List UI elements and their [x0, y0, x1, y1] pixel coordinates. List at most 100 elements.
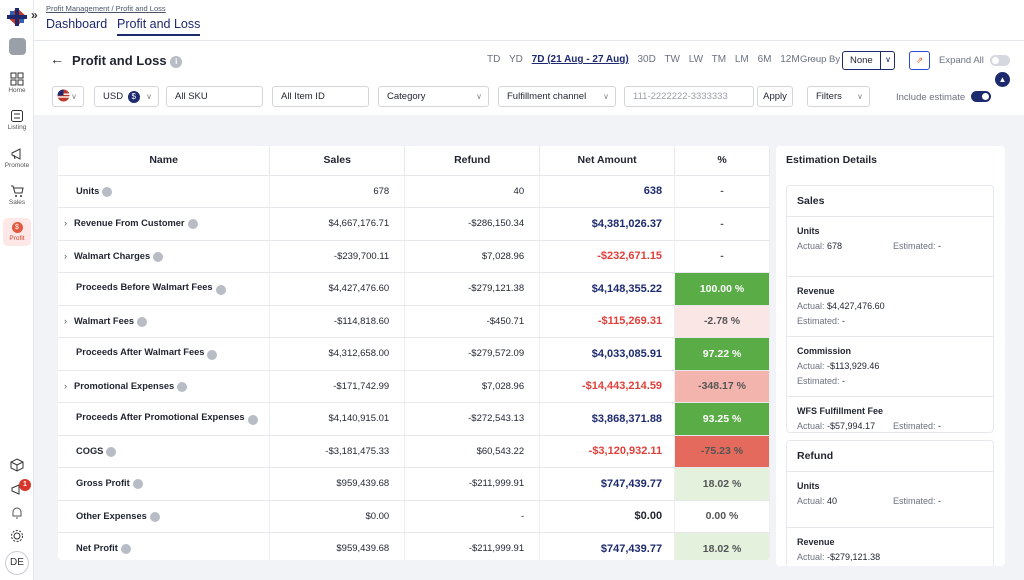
- row-name-text: COGS: [76, 445, 104, 456]
- table-row[interactable]: › Promotional Expenses -$171,742.99 $7,02…: [58, 370, 770, 403]
- top-header: Profit Management / Profit and Loss Dash…: [34, 0, 1024, 41]
- period-tw[interactable]: TW: [664, 54, 680, 65]
- app-logo-icon[interactable]: [6, 7, 28, 27]
- period-more[interactable]: ···: [808, 54, 819, 65]
- category-label: Category: [387, 91, 426, 102]
- user-avatar[interactable]: DE: [5, 551, 29, 575]
- info-icon[interactable]: [106, 446, 117, 457]
- announcement-icon[interactable]: [10, 483, 24, 497]
- cell-net: $747,439.77: [539, 532, 676, 560]
- period-30d[interactable]: 30D: [637, 54, 656, 65]
- table-row: Proceeds Before Walmart Fees $4,427,476.…: [58, 272, 770, 306]
- chevron-right-icon[interactable]: ›: [64, 315, 68, 326]
- info-icon[interactable]: [177, 381, 188, 392]
- rail-item-promote[interactable]: Promote: [0, 147, 34, 169]
- filters-label: Filters: [816, 91, 842, 102]
- include-estimate-toggle[interactable]: [971, 91, 991, 102]
- cell-pct: 93.25 %: [674, 402, 770, 436]
- cell-pct: 97.22 %: [674, 337, 770, 371]
- info-icon[interactable]: [102, 186, 113, 197]
- collapse-up-icon[interactable]: ▲: [995, 72, 1010, 87]
- gear-icon[interactable]: [10, 529, 24, 543]
- cell-sales: $4,427,476.60: [269, 272, 406, 306]
- estimation-panel: Estimation Details Sales Units Actual: 6…: [776, 146, 1005, 566]
- col-header-sales[interactable]: Sales: [269, 146, 406, 176]
- actual-value: -$57,994.17: [827, 421, 876, 431]
- info-icon[interactable]: [247, 415, 258, 426]
- row-name-text: Net Profit: [76, 543, 118, 554]
- info-icon[interactable]: [207, 350, 218, 361]
- rail-item-home[interactable]: Home: [0, 72, 34, 94]
- info-icon[interactable]: [153, 251, 164, 262]
- period-lm[interactable]: LM: [734, 54, 749, 65]
- info-icon[interactable]: [215, 285, 226, 296]
- info-icon[interactable]: [149, 511, 160, 522]
- chevron-down-icon: ∨: [146, 92, 152, 101]
- tab-dashboard[interactable]: Dashboard: [46, 17, 108, 31]
- info-icon[interactable]: [120, 544, 131, 555]
- rail-item-listing[interactable]: Listing: [0, 109, 34, 131]
- period-yd[interactable]: YD: [508, 54, 523, 65]
- estimation-values: Actual: -$57,994.17 Estimated: -: [797, 421, 983, 431]
- info-icon[interactable]: i: [170, 55, 183, 68]
- chevron-right-icon[interactable]: ›: [64, 218, 68, 229]
- info-icon[interactable]: [132, 479, 143, 490]
- chevron-down-icon[interactable]: ∨: [880, 51, 895, 70]
- info-icon[interactable]: [137, 316, 148, 327]
- col-header-net-amount[interactable]: Net Amount: [539, 146, 676, 176]
- rail-item-profit[interactable]: $ Profit: [3, 218, 31, 246]
- bell-icon[interactable]: [10, 506, 24, 520]
- rail-item-sales[interactable]: Sales: [0, 184, 34, 206]
- actual-label: Actual:: [797, 301, 825, 311]
- expand-sidebar-icon[interactable]: »: [31, 8, 38, 22]
- currency-select[interactable]: USD $ ∨: [94, 86, 159, 107]
- row-name: › Walmart Fees: [58, 305, 271, 338]
- account-avatar[interactable]: [9, 38, 26, 55]
- chevron-right-icon[interactable]: ›: [64, 250, 68, 261]
- cell-pct: -: [674, 207, 770, 241]
- group-by-select[interactable]: None: [842, 51, 895, 70]
- external-link-icon[interactable]: ⇗: [909, 51, 930, 70]
- row-name: Proceeds After Walmart Fees: [58, 337, 271, 371]
- actual-label: Actual:: [797, 421, 825, 431]
- period-6m[interactable]: 6M: [757, 54, 772, 65]
- order-search-input[interactable]: 111-2222222-3333333: [624, 86, 754, 107]
- col-header-name[interactable]: Name: [58, 146, 271, 176]
- estimated-label: Estimated:: [893, 421, 936, 431]
- estimation-item: Units Actual: 40 Estimated: -: [787, 472, 993, 528]
- estimation-item: Revenue Actual: -$279,121.38: [787, 528, 993, 566]
- cell-pct: 0.00 %: [674, 500, 770, 533]
- fulfillment-channel-label: Fulfillment channel: [507, 91, 587, 102]
- period-7d[interactable]: 7D (21 Aug - 27 Aug): [531, 54, 629, 65]
- estimation-item-label: WFS Fulfillment Fee: [797, 406, 884, 416]
- expand-all-toggle[interactable]: [990, 55, 1010, 66]
- col-header-refund[interactable]: Refund: [404, 146, 541, 176]
- sku-select[interactable]: All SKU: [166, 86, 263, 107]
- chevron-right-icon[interactable]: ›: [64, 380, 68, 391]
- table-row[interactable]: › Revenue From Customer $4,667,176.71 -$2…: [58, 207, 770, 241]
- fulfillment-channel-select[interactable]: Fulfillment channel ∨: [498, 86, 616, 107]
- rail-label-promote: Promote: [4, 162, 30, 169]
- country-select[interactable]: ∨: [52, 86, 84, 107]
- filters-button[interactable]: Filters ∨: [807, 86, 870, 107]
- item-id-select[interactable]: All Item ID: [272, 86, 369, 107]
- period-tm[interactable]: TM: [711, 54, 727, 65]
- cell-sales: $4,140,915.01: [269, 402, 406, 436]
- estimated-label: Estimated:: [893, 496, 936, 506]
- table-row[interactable]: › Walmart Fees -$114,818.60 -$450.71 -$11…: [58, 305, 770, 338]
- period-td[interactable]: TD: [487, 54, 501, 65]
- tab-profit-and-loss[interactable]: Profit and Loss: [117, 17, 201, 36]
- back-arrow-icon[interactable]: ←: [50, 51, 64, 67]
- cell-refund: 40: [404, 175, 541, 208]
- period-12m[interactable]: 12M: [780, 54, 800, 65]
- table-row[interactable]: › Walmart Charges -$239,700.11 $7,028.96 …: [58, 240, 770, 273]
- info-icon[interactable]: [187, 219, 198, 230]
- col-header-percent[interactable]: %: [674, 146, 770, 176]
- category-select[interactable]: Category ∨: [378, 86, 489, 107]
- period-lw[interactable]: LW: [688, 54, 704, 65]
- apply-button[interactable]: Apply: [757, 86, 793, 107]
- box-icon[interactable]: [10, 458, 24, 472]
- breadcrumb[interactable]: Profit Management / Profit and Loss: [46, 4, 166, 13]
- side-rail: » Home Listing Promote Sales $ Profit 1 …: [0, 0, 38, 580]
- cell-net: -$232,671.15: [539, 240, 676, 273]
